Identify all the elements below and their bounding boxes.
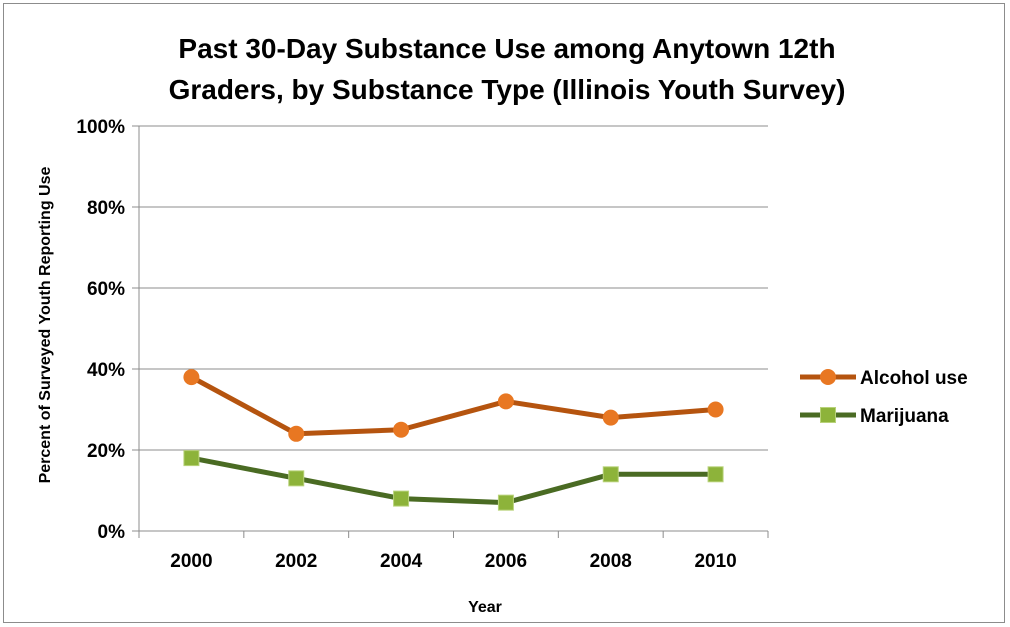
data-point-marijuana — [707, 466, 724, 483]
data-point-alcohol-use — [393, 421, 410, 438]
legend-label-marijuana: Marijuana — [860, 406, 949, 427]
legend: Alcohol use Marijuana — [800, 368, 968, 427]
data-point-alcohol-use — [602, 409, 619, 426]
y-tick-labels: 0% 20% 40% 60% 80% 100% — [76, 117, 125, 543]
legend-label-alcohol-use: Alcohol use — [860, 368, 968, 389]
x-tick-label: 2010 — [694, 551, 736, 572]
legend-marker-marijuana — [820, 407, 836, 423]
x-tick-label: 2002 — [275, 551, 317, 572]
y-tick-label: 60% — [87, 279, 125, 300]
x-tick-label: 2006 — [485, 551, 527, 572]
data-point-alcohol-use — [288, 425, 305, 442]
data-point-marijuana — [183, 450, 200, 467]
gridlines — [139, 125, 768, 451]
data-point-alcohol-use — [183, 369, 200, 386]
x-tick-labels: 2000 2002 2004 2006 2008 2010 — [170, 551, 736, 572]
y-tick-label: 100% — [76, 117, 125, 138]
y-tick-label: 20% — [87, 441, 125, 462]
x-tick-label: 2000 — [170, 551, 212, 572]
y-axis-title: Percent of Surveyed Youth Reporting Use — [37, 167, 54, 484]
x-tick-label: 2008 — [590, 551, 632, 572]
data-point-marijuana — [288, 470, 305, 487]
chart-frame — [3, 3, 1005, 623]
y-tick-label: 80% — [87, 198, 125, 219]
x-tick-label: 2004 — [380, 551, 423, 572]
data-point-marijuana — [497, 494, 514, 511]
series-line-marijuana — [190, 455, 716, 506]
series-group — [183, 369, 724, 511]
y-tick-label: 0% — [98, 522, 126, 543]
axes — [132, 125, 769, 538]
data-point-marijuana — [602, 466, 619, 483]
data-point-alcohol-use — [497, 393, 514, 410]
series-line-alcohol-use — [190, 374, 716, 437]
y-tick-label: 40% — [87, 360, 125, 381]
data-point-alcohol-use — [707, 401, 724, 418]
x-axis-title: Year — [468, 599, 502, 616]
legend-marker-alcohol-use — [820, 369, 836, 385]
chart-title-line-1: Past 30-Day Substance Use among Anytown … — [178, 33, 835, 64]
data-point-marijuana — [393, 490, 410, 507]
chart-title-line-2: Graders, by Substance Type (Illinois You… — [169, 74, 846, 105]
